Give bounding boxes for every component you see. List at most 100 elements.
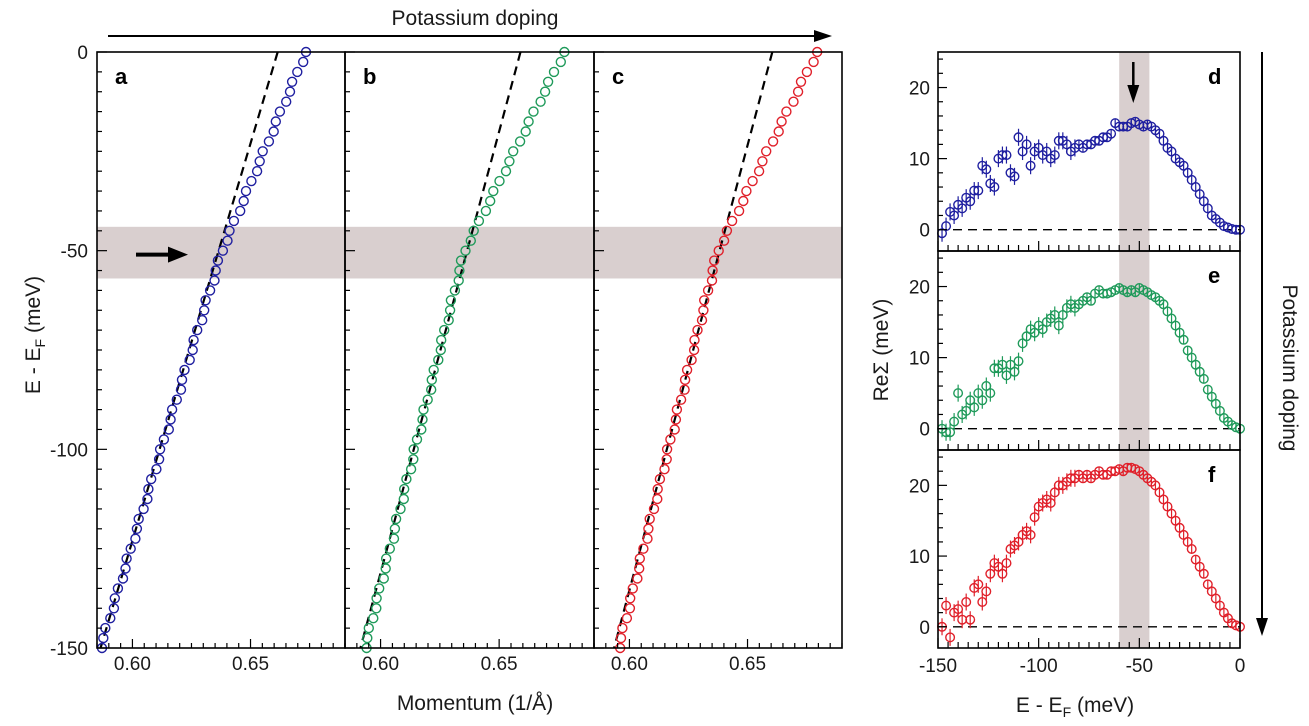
data-point — [445, 295, 457, 306]
data-point — [642, 533, 653, 544]
data-point — [191, 324, 203, 336]
data-point — [514, 136, 526, 147]
data-point — [401, 473, 412, 485]
data-point — [125, 543, 136, 554]
kink-arrow — [136, 246, 188, 263]
data-point — [381, 553, 392, 564]
data-point — [698, 305, 709, 316]
panel-label-b: b — [363, 64, 376, 89]
data-point — [298, 56, 309, 68]
data-point — [120, 563, 131, 574]
data-point — [166, 404, 178, 415]
data-point — [679, 374, 691, 385]
data-point — [121, 553, 132, 564]
data-point — [1198, 373, 1209, 384]
data-point — [692, 324, 703, 336]
data-point — [212, 255, 224, 266]
data-point — [108, 603, 120, 614]
data-point — [154, 444, 166, 455]
data-point — [371, 593, 382, 604]
data-point — [98, 632, 109, 644]
y-tick-label: 10 — [909, 349, 930, 370]
x-tick-label: 0.65 — [729, 654, 766, 675]
panel-frame-d — [937, 51, 1241, 252]
data-point — [643, 523, 654, 534]
data-point — [528, 106, 539, 117]
data-point — [808, 56, 819, 68]
data-point — [747, 175, 758, 187]
data-point — [977, 597, 988, 608]
data-point — [210, 265, 221, 276]
data-point — [753, 165, 765, 177]
data-point — [175, 384, 187, 395]
y-tick-label: -100 — [50, 440, 88, 461]
series-c — [615, 46, 823, 654]
panel-frame-e — [937, 250, 1241, 451]
data-point — [1194, 189, 1205, 200]
series-a — [96, 46, 312, 654]
data-point — [388, 533, 400, 544]
shaded-band-a — [97, 226, 345, 279]
data-point — [1013, 356, 1024, 367]
data-point — [145, 473, 157, 485]
data-point — [1053, 320, 1064, 331]
data-point — [949, 210, 960, 221]
data-point — [648, 503, 660, 515]
data-point — [151, 464, 162, 475]
data-point — [131, 523, 143, 534]
data-point — [957, 203, 968, 214]
x-tick-label: 0.60 — [611, 654, 648, 675]
x-tick-label: -50 — [1126, 656, 1153, 677]
data-point — [542, 76, 554, 88]
data-point — [1025, 160, 1036, 171]
data-point — [997, 568, 1008, 579]
data-point — [961, 597, 972, 608]
data-point — [389, 523, 401, 534]
data-point — [398, 493, 409, 505]
series-d — [937, 116, 1245, 242]
data-point — [417, 414, 428, 425]
data-point — [624, 603, 636, 614]
data-point — [1001, 150, 1012, 161]
data-point — [408, 454, 419, 465]
panel-label-c: c — [612, 64, 624, 89]
data-point — [1009, 366, 1020, 377]
data-point — [652, 493, 663, 505]
data-point — [973, 579, 984, 590]
data-point — [416, 424, 427, 435]
top-doping-arrow — [108, 30, 832, 42]
panel-label-e: e — [1208, 263, 1220, 288]
series-e — [937, 283, 1245, 441]
data-point — [686, 354, 697, 366]
data-point — [969, 402, 980, 413]
x-tick-label: 0.65 — [481, 654, 518, 675]
data-point — [1025, 529, 1036, 540]
data-point — [268, 126, 279, 137]
data-point — [788, 96, 799, 107]
data-point — [384, 543, 395, 554]
self-energy-panels: 0 10 20 d 0 10 20 e 0 10 20 f -150 -100 -50 0 — [909, 51, 1245, 677]
data-point — [500, 165, 512, 177]
data-point — [455, 255, 467, 266]
data-point — [781, 106, 792, 117]
data-point — [617, 622, 628, 634]
data-point — [985, 388, 996, 399]
data-point — [702, 285, 714, 296]
data-point — [171, 394, 183, 405]
data-point — [535, 96, 546, 107]
data-point — [670, 414, 682, 425]
data-point — [741, 185, 752, 197]
data-point — [246, 175, 257, 187]
data-point — [142, 493, 153, 505]
data-point — [757, 156, 768, 167]
data-point — [1178, 334, 1189, 345]
data-point — [418, 404, 429, 415]
data-point — [224, 225, 235, 237]
data-point — [965, 196, 976, 207]
data-point — [494, 175, 505, 187]
data-point — [1013, 132, 1024, 143]
data-point — [395, 503, 406, 515]
data-point — [681, 364, 693, 376]
data-point — [953, 604, 964, 615]
data-point — [368, 613, 379, 624]
